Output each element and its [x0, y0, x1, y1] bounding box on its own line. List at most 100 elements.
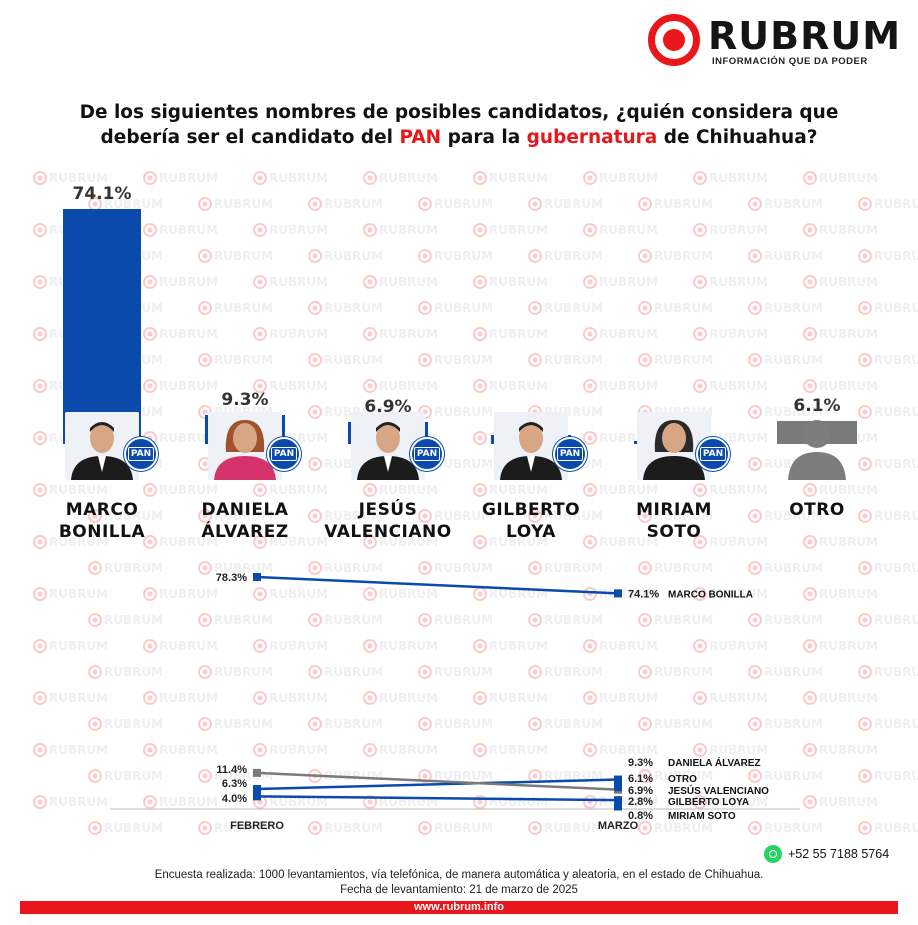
- svg-text:RUBRUM: RUBRUM: [379, 379, 438, 393]
- watermark-tile: RUBRUM: [253, 223, 328, 237]
- watermark-tile: RUBRUM: [253, 483, 328, 497]
- watermark-tile: RUBRUM: [88, 613, 163, 627]
- watermark-tile: RUBRUM: [418, 613, 493, 627]
- trend-value-label: 78.3%: [216, 572, 247, 584]
- watermark-tile: RUBRUM: [858, 509, 918, 523]
- watermark-tile: RUBRUM: [418, 561, 493, 575]
- watermark-tile: RUBRUM: [143, 691, 218, 705]
- watermark-tile: RUBRUM: [803, 743, 878, 757]
- svg-text:RUBRUM: RUBRUM: [434, 301, 493, 315]
- svg-text:RUBRUM: RUBRUM: [874, 821, 918, 835]
- bar-value-label: 9.3%: [221, 389, 269, 410]
- watermark-tile: RUBRUM: [638, 769, 713, 783]
- svg-text:RUBRUM: RUBRUM: [709, 795, 768, 809]
- rubrum-logo: RUBRUM INFORMACIÓN QUE DA PODER: [648, 14, 900, 74]
- trend-chart: 78.3% 74.1% MARCO BONILLA 6.3% 9.3% DANIELA Á…: [110, 572, 800, 832]
- bar-value-label: 74.1%: [72, 184, 132, 204]
- svg-text:RUBRUM: RUBRUM: [819, 639, 878, 653]
- watermark-tile: RUBRUM: [308, 561, 383, 575]
- svg-text:RUBRUM: RUBRUM: [269, 535, 328, 549]
- svg-text:RUBRUM: RUBRUM: [489, 223, 548, 237]
- svg-text:RUBRUM: RUBRUM: [544, 249, 603, 263]
- svg-text:RUBRUM: RUBRUM: [159, 691, 218, 705]
- svg-text:RUBRUM: RUBRUM: [654, 249, 713, 263]
- watermark-tile: RUBRUM: [693, 379, 768, 393]
- watermark-tile: RUBRUM: [473, 639, 548, 653]
- svg-text:RUBRUM: RUBRUM: [654, 613, 713, 627]
- svg-text:RUBRUM: RUBRUM: [874, 665, 918, 679]
- trend-point: [253, 573, 261, 581]
- svg-text:RUBRUM: RUBRUM: [709, 535, 768, 549]
- svg-text:RUBRUM: RUBRUM: [49, 483, 108, 497]
- watermark-tile: RUBRUM: [693, 587, 768, 601]
- trend-point: [253, 792, 261, 801]
- svg-text:RUBRUM: RUBRUM: [654, 197, 713, 211]
- watermark-tile: RUBRUM: [748, 561, 823, 575]
- svg-text:RUBRUM: RUBRUM: [489, 639, 548, 653]
- svg-text:RUBRUM: RUBRUM: [49, 587, 108, 601]
- bar-value-label: 6.1%: [793, 396, 841, 416]
- svg-text:RUBRUM: RUBRUM: [269, 483, 328, 497]
- svg-text:RUBRUM: RUBRUM: [764, 353, 823, 367]
- watermark-tile: RUBRUM: [253, 743, 328, 757]
- watermark-tile: RUBRUM: [198, 301, 273, 315]
- svg-text:RUBRUM: RUBRUM: [324, 769, 383, 783]
- svg-text:RUBRUM: RUBRUM: [709, 691, 768, 705]
- watermark-tile: RUBRUM: [748, 249, 823, 263]
- watermark-tile: RUBRUM: [143, 223, 218, 237]
- watermark-tile: RUBRUM: [33, 743, 108, 757]
- title-gubernatura: gubernatura: [526, 127, 658, 148]
- watermark-tile: RUBRUM: [858, 717, 918, 731]
- watermark-tile: RUBRUM: [88, 665, 163, 679]
- svg-text:RUBRUM: RUBRUM: [819, 483, 878, 497]
- svg-text:RUBRUM: RUBRUM: [49, 639, 108, 653]
- svg-text:RUBRUM: RUBRUM: [104, 717, 163, 731]
- watermark-tile: RUBRUM: [143, 275, 218, 289]
- x-tick-label: MARZO: [598, 820, 639, 832]
- watermark-tile: RUBRUM: [803, 223, 878, 237]
- trend-point: [253, 768, 261, 777]
- svg-text:RUBRUM: RUBRUM: [654, 717, 713, 731]
- watermark-tile: RUBRUM: [418, 769, 493, 783]
- watermark-tile: RUBRUM: [418, 301, 493, 315]
- watermark-tile: RUBRUM: [858, 769, 918, 783]
- watermark-tile: RUBRUM: [803, 379, 878, 393]
- svg-text:RUBRUM: RUBRUM: [874, 197, 918, 211]
- svg-text:RUBRUM: RUBRUM: [379, 223, 438, 237]
- watermark-tile: RUBRUM: [528, 301, 603, 315]
- svg-text:RUBRUM: RUBRUM: [764, 821, 823, 835]
- svg-text:RUBRUM: RUBRUM: [599, 483, 658, 497]
- svg-text:RUBRUM: RUBRUM: [874, 769, 918, 783]
- watermark-tile: RUBRUM: [88, 821, 163, 835]
- svg-text:RUBRUM: RUBRUM: [49, 691, 108, 705]
- series-label: JESÚS VALENCIANO: [668, 784, 769, 797]
- svg-text:RUBRUM: RUBRUM: [874, 613, 918, 627]
- pan-logo-icon: PAN: [696, 437, 730, 471]
- watermark-tile: RUBRUM: [583, 691, 658, 705]
- svg-text:RUBRUM: RUBRUM: [324, 353, 383, 367]
- svg-text:RUBRUM: RUBRUM: [709, 171, 768, 185]
- watermark-tile: RUBRUM: [253, 327, 328, 341]
- svg-text:RUBRUM: RUBRUM: [654, 509, 713, 523]
- svg-text:RUBRUM: RUBRUM: [874, 405, 918, 419]
- watermark-tile: RUBRUM: [253, 639, 328, 653]
- trend-value-label: 0.8%: [628, 810, 653, 822]
- trend-value-label: 9.3%: [628, 757, 653, 769]
- bar-chart: 74.1% PAN MARCO BONILLA 9.3% PAN DANIELA ÁLVARE…: [59, 184, 857, 542]
- watermark-tile: RUBRUM: [693, 483, 768, 497]
- website-link[interactable]: www.rubrum.info: [413, 901, 505, 913]
- svg-text:RUBRUM: RUBRUM: [379, 483, 438, 497]
- candidate-name: JESÚS VALENCIANO: [324, 500, 452, 542]
- watermark-tile: RUBRUM: [253, 275, 328, 289]
- contact-phone[interactable]: +52 55 7188 5764: [764, 845, 889, 863]
- watermark-tile: RUBRUM: [638, 665, 713, 679]
- watermark-tile: RUBRUM: [363, 743, 438, 757]
- svg-text:RUBRUM: RUBRUM: [49, 795, 108, 809]
- svg-text:RUBRUM: RUBRUM: [544, 197, 603, 211]
- svg-text:RUBRUM: RUBRUM: [379, 743, 438, 757]
- svg-text:RUBRUM: RUBRUM: [709, 587, 768, 601]
- watermark-tile: RUBRUM: [308, 717, 383, 731]
- watermark-tile: RUBRUM: [748, 821, 823, 835]
- trend-value-label: 11.4%: [216, 764, 247, 776]
- svg-text:RUBRUM: RUBRUM: [49, 171, 108, 185]
